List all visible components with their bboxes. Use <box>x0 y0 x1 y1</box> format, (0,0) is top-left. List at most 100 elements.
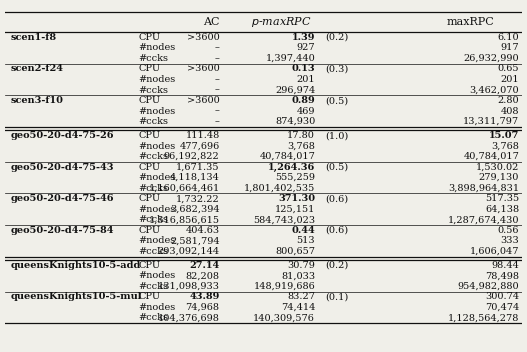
Text: 371.30: 371.30 <box>278 194 315 203</box>
Text: #nodes: #nodes <box>139 303 176 312</box>
Text: 0.56: 0.56 <box>497 226 519 235</box>
Text: 1,671.35: 1,671.35 <box>176 163 220 172</box>
Text: 293,092,144: 293,092,144 <box>158 247 220 256</box>
Text: (0.1): (0.1) <box>326 292 349 301</box>
Text: 82,208: 82,208 <box>186 271 220 280</box>
Text: CPU: CPU <box>139 163 161 172</box>
Text: 1,160,664,461: 1,160,664,461 <box>149 184 220 193</box>
Text: 83.27: 83.27 <box>287 292 315 301</box>
Text: 917: 917 <box>501 43 519 52</box>
Text: AC: AC <box>203 17 220 27</box>
Text: queensKnights10-5-mul: queensKnights10-5-mul <box>11 292 142 301</box>
Text: 64,138: 64,138 <box>485 205 519 214</box>
Text: –: – <box>214 117 220 126</box>
Text: 513: 513 <box>297 236 315 245</box>
Text: 1,732.22: 1,732.22 <box>176 194 220 203</box>
Text: 3,462,070: 3,462,070 <box>470 86 519 95</box>
Text: 4,118,134: 4,118,134 <box>170 173 220 182</box>
Text: scen1-f8: scen1-f8 <box>11 33 56 42</box>
Text: 1,287,674,430: 1,287,674,430 <box>447 215 519 224</box>
Text: CPU: CPU <box>139 261 161 270</box>
Text: #ccks: #ccks <box>139 313 169 322</box>
Text: 517.35: 517.35 <box>485 194 519 203</box>
Text: 477,696: 477,696 <box>179 142 220 151</box>
Text: 27.14: 27.14 <box>189 261 220 270</box>
Text: –: – <box>214 75 220 84</box>
Text: 1,397,440: 1,397,440 <box>266 54 315 63</box>
Text: CPU: CPU <box>139 292 161 301</box>
Text: 3,768: 3,768 <box>287 142 315 151</box>
Text: 17.80: 17.80 <box>287 131 315 140</box>
Text: geo50-20-d4-75-84: geo50-20-d4-75-84 <box>11 226 114 235</box>
Text: 333: 333 <box>501 236 519 245</box>
Text: 13,311,797: 13,311,797 <box>463 117 519 126</box>
Text: CPU: CPU <box>139 64 161 74</box>
Text: #ccks: #ccks <box>139 152 169 161</box>
Text: 279,130: 279,130 <box>479 173 519 182</box>
Text: 874,930: 874,930 <box>275 117 315 126</box>
Text: 469: 469 <box>297 107 315 115</box>
Text: 70,474: 70,474 <box>485 303 519 312</box>
Text: 74,414: 74,414 <box>281 303 315 312</box>
Text: 1,128,564,278: 1,128,564,278 <box>448 313 519 322</box>
Text: queensKnights10-5-add: queensKnights10-5-add <box>11 261 141 270</box>
Text: –: – <box>214 43 220 52</box>
Text: 111.48: 111.48 <box>186 131 220 140</box>
Text: (0.6): (0.6) <box>326 194 348 203</box>
Text: 300.74: 300.74 <box>485 292 519 301</box>
Text: >3600: >3600 <box>187 96 220 105</box>
Text: (0.2): (0.2) <box>326 33 349 42</box>
Text: 201: 201 <box>501 75 519 84</box>
Text: 6.10: 6.10 <box>497 33 519 42</box>
Text: CPU: CPU <box>139 131 161 140</box>
Text: 30.79: 30.79 <box>287 261 315 270</box>
Text: CPU: CPU <box>139 33 161 42</box>
Text: geo50-20-d4-75-43: geo50-20-d4-75-43 <box>11 163 114 172</box>
Text: (0.5): (0.5) <box>326 96 348 105</box>
Text: CPU: CPU <box>139 194 161 203</box>
Text: –: – <box>214 107 220 115</box>
Text: 74,968: 74,968 <box>186 303 220 312</box>
Text: 296,974: 296,974 <box>275 86 315 95</box>
Text: 0.65: 0.65 <box>497 64 519 74</box>
Text: 0.44: 0.44 <box>291 226 315 235</box>
Text: 0.13: 0.13 <box>291 64 315 74</box>
Text: #ccks: #ccks <box>139 54 169 63</box>
Text: (0.3): (0.3) <box>326 64 349 74</box>
Text: 800,657: 800,657 <box>275 247 315 256</box>
Text: CPU: CPU <box>139 226 161 235</box>
Text: #ccks: #ccks <box>139 184 169 193</box>
Text: #ccks: #ccks <box>139 247 169 256</box>
Text: 3,898,964,831: 3,898,964,831 <box>448 184 519 193</box>
Text: 1.39: 1.39 <box>291 33 315 42</box>
Text: 98.44: 98.44 <box>491 261 519 270</box>
Text: 81,033: 81,033 <box>281 271 315 280</box>
Text: 0.89: 0.89 <box>291 96 315 105</box>
Text: #nodes: #nodes <box>139 142 176 151</box>
Text: 148,919,686: 148,919,686 <box>253 282 315 291</box>
Text: 15.07: 15.07 <box>489 131 519 140</box>
Text: 1,530.02: 1,530.02 <box>476 163 519 172</box>
Text: 2,581,794: 2,581,794 <box>170 236 220 245</box>
Text: 43.89: 43.89 <box>189 292 220 301</box>
Text: 555,259: 555,259 <box>275 173 315 182</box>
Text: 201: 201 <box>297 75 315 84</box>
Text: #nodes: #nodes <box>139 271 176 280</box>
Text: >3600: >3600 <box>187 64 220 74</box>
Text: 584,743,023: 584,743,023 <box>253 215 315 224</box>
Text: >3600: >3600 <box>187 33 220 42</box>
Text: scen2-f24: scen2-f24 <box>11 64 63 74</box>
Text: #ccks: #ccks <box>139 117 169 126</box>
Text: scen3-f10: scen3-f10 <box>11 96 63 105</box>
Text: #nodes: #nodes <box>139 236 176 245</box>
Text: 140,309,576: 140,309,576 <box>253 313 315 322</box>
Text: –: – <box>214 54 220 63</box>
Text: 26,932,990: 26,932,990 <box>464 54 519 63</box>
Text: #ccks: #ccks <box>139 282 169 291</box>
Text: $p$-maxRPC: $p$-maxRPC <box>251 15 312 29</box>
Text: 1,606,047: 1,606,047 <box>470 247 519 256</box>
Text: #ccks: #ccks <box>139 86 169 95</box>
Text: 1,264.36: 1,264.36 <box>268 163 315 172</box>
Text: #nodes: #nodes <box>139 173 176 182</box>
Text: 3,768: 3,768 <box>491 142 519 151</box>
